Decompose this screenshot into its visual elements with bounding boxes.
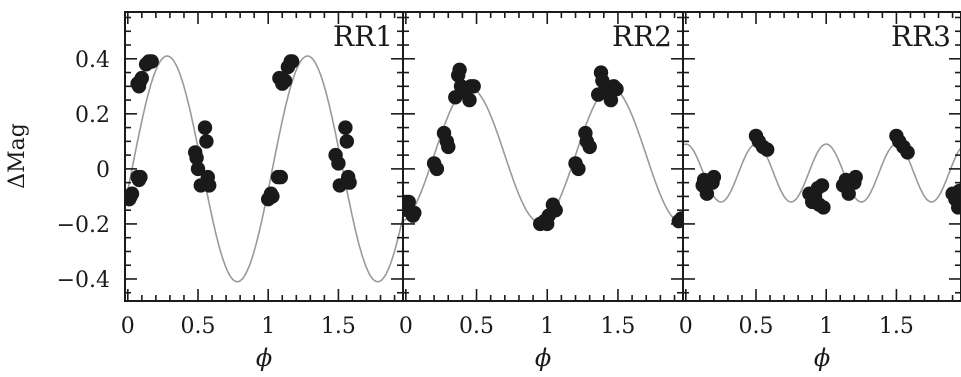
x-tick-label: 1.5 bbox=[600, 314, 635, 339]
data-point bbox=[466, 79, 481, 94]
panel-frame bbox=[402, 11, 684, 302]
data-point bbox=[265, 189, 280, 204]
x-tick-label: 1 bbox=[819, 314, 833, 339]
data-point bbox=[609, 81, 624, 97]
x-tick-label: 1.5 bbox=[321, 314, 356, 339]
y-tick-label: 0.2 bbox=[75, 103, 110, 128]
data-point bbox=[595, 73, 610, 89]
panel-label-rr2: RR2 bbox=[612, 20, 672, 53]
panel-rr2 bbox=[403, 62, 683, 232]
data-point bbox=[674, 211, 683, 226]
data-point bbox=[197, 120, 213, 135]
model-curve-rr1 bbox=[125, 55, 403, 283]
y-tick-label: 0.4 bbox=[75, 48, 110, 73]
x-axis-title-1: ϕ bbox=[256, 344, 272, 372]
data-point bbox=[571, 161, 586, 177]
data-point bbox=[429, 161, 445, 177]
x-tick-label: 0.5 bbox=[739, 314, 774, 339]
x-tick-label: 1.5 bbox=[879, 314, 914, 339]
data-point bbox=[273, 169, 288, 185]
data-point bbox=[582, 139, 597, 155]
y-tick-label: −0.2 bbox=[57, 213, 110, 238]
data-point bbox=[441, 139, 456, 155]
x-tick-label: 1 bbox=[261, 314, 275, 339]
data-point bbox=[452, 62, 467, 77]
data-point bbox=[131, 172, 147, 188]
data-point bbox=[706, 169, 722, 185]
panel-rr3 bbox=[683, 128, 961, 215]
data-point bbox=[339, 134, 354, 149]
data-point bbox=[342, 175, 357, 190]
data-point bbox=[548, 203, 563, 218]
data-point bbox=[816, 200, 831, 215]
data-point bbox=[125, 186, 140, 201]
data-point bbox=[202, 178, 217, 193]
y-tick-label: −0.4 bbox=[57, 268, 110, 293]
x-tick-label: 0.5 bbox=[181, 314, 216, 339]
x-tick-label: 0 bbox=[121, 314, 135, 339]
data-point bbox=[841, 186, 856, 201]
panel-label-rr3: RR3 bbox=[891, 20, 951, 53]
data-point bbox=[199, 134, 214, 149]
data-point bbox=[189, 150, 204, 166]
data-point bbox=[952, 183, 961, 199]
y-tick-label: 0 bbox=[96, 158, 110, 183]
data-point bbox=[900, 145, 915, 160]
model-curve-rr2 bbox=[403, 86, 683, 224]
data-point bbox=[848, 169, 863, 185]
data-point bbox=[190, 161, 206, 177]
data-point bbox=[951, 200, 961, 215]
panel-label-rr1: RR1 bbox=[333, 20, 393, 53]
data-point bbox=[603, 92, 619, 108]
data-point bbox=[338, 120, 353, 135]
panel-rr1 bbox=[125, 54, 403, 283]
axes-layer: 0 0.5 1 1.5 0 0.5 1 1.5 0 0.5 1 1.5 −0.4 −0.2 0 0.2 0.4 bbox=[57, 11, 961, 339]
data-point bbox=[144, 54, 159, 69]
x-axis-title-3: ϕ bbox=[814, 344, 830, 372]
x-tick-label: 0 bbox=[679, 314, 693, 339]
data-point bbox=[277, 73, 293, 89]
model-curve-rr3 bbox=[683, 143, 961, 203]
data-point bbox=[814, 178, 830, 193]
data-point bbox=[407, 205, 422, 221]
data-point bbox=[331, 156, 346, 171]
x-tick-label: 0 bbox=[399, 314, 413, 339]
data-point bbox=[760, 142, 775, 157]
data-point bbox=[284, 54, 300, 69]
panel-frame bbox=[682, 11, 961, 302]
data-point bbox=[403, 194, 416, 210]
x-tick-label: 1 bbox=[540, 314, 554, 339]
x-tick-label: 0.5 bbox=[459, 314, 494, 339]
x-axis-title-2: ϕ bbox=[535, 344, 551, 372]
y-axis-title: ΔMag bbox=[5, 123, 30, 189]
data-point bbox=[699, 186, 715, 201]
data-point bbox=[462, 92, 477, 108]
data-point bbox=[133, 73, 148, 89]
